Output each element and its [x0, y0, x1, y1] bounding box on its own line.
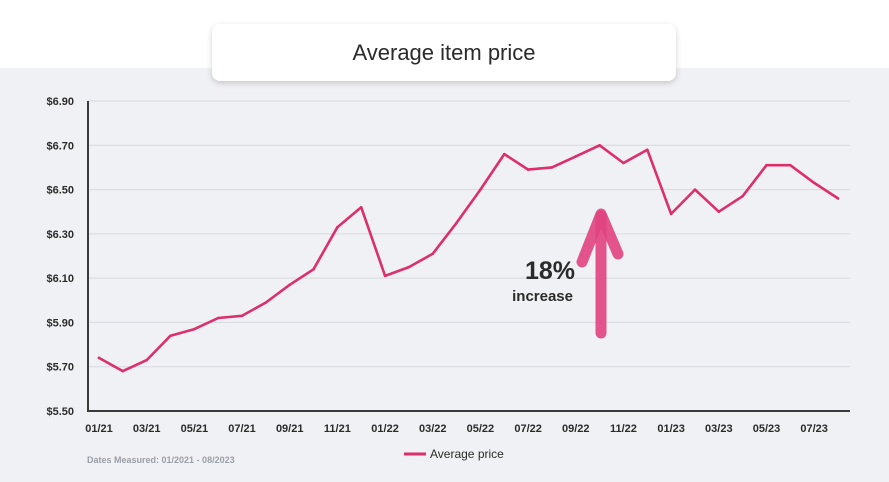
- gridlines: [88, 100, 850, 368]
- y-tick-label: $5.50: [46, 406, 74, 418]
- y-tick-label: $6.30: [46, 229, 74, 241]
- data-point: [407, 265, 411, 269]
- x-tick-label: 11/22: [610, 423, 637, 435]
- y-tick-labels: $5.50 $5.70 $5.90 $6.10 $6.30 $6.50 $6.70 $6.90: [46, 96, 74, 418]
- annotation: 18% increase: [512, 208, 624, 339]
- data-point: [812, 181, 816, 185]
- y-tick-label: $5.70: [46, 362, 74, 374]
- data-point: [502, 152, 506, 156]
- data-point: [479, 188, 482, 191]
- annotation-value: 18%: [525, 257, 575, 285]
- x-tick-label: 01/22: [371, 423, 399, 435]
- title-card: Average item price: [212, 24, 676, 81]
- x-tick-label: 01/21: [85, 423, 113, 435]
- data-point: [145, 358, 148, 362]
- data-point: [622, 161, 625, 165]
- data-point: [574, 155, 578, 158]
- data-point: [526, 168, 530, 171]
- x-tick-label: 07/23: [800, 423, 828, 435]
- x-tick-label: 05/22: [467, 423, 495, 435]
- x-tick-label: 03/21: [133, 423, 161, 435]
- data-point: [216, 316, 220, 320]
- footnote: Dates Measured: 01/2021 - 08/2023: [87, 455, 235, 465]
- increase-arrow-icon: [576, 208, 624, 339]
- x-tick-label: 03/23: [705, 423, 733, 435]
- data-point: [598, 143, 601, 147]
- x-tick-label: 07/22: [514, 423, 542, 435]
- data-point: [455, 221, 458, 225]
- data-point: [240, 314, 244, 318]
- data-point: [264, 301, 268, 304]
- data-point: [741, 194, 744, 198]
- data-point: [669, 212, 673, 216]
- x-tick-labels: 01/21 03/21 05/21 07/21 09/21 11/21 01/22 03/22…: [85, 423, 828, 435]
- legend: Average price: [404, 447, 504, 461]
- data-point: [312, 267, 315, 271]
- data-point: [693, 188, 697, 191]
- x-tick-label: 03/22: [419, 423, 447, 435]
- series-layer: [97, 143, 840, 373]
- x-tick-label: 09/21: [276, 423, 304, 435]
- y-tick-label: $6.50: [46, 185, 74, 197]
- x-tick-label: 11/21: [324, 423, 351, 435]
- chart-title: Average item price: [352, 39, 536, 65]
- y-tick-label: $6.90: [46, 96, 74, 108]
- data-point: [336, 225, 339, 229]
- data-point: [550, 166, 554, 169]
- x-tick-label: 05/21: [181, 423, 209, 435]
- y-tick-label: $5.90: [46, 317, 74, 329]
- x-tick-label: 09/22: [562, 423, 590, 435]
- data-point: [97, 356, 101, 360]
- series-line-average-price: [97, 144, 840, 373]
- data-point: [193, 327, 196, 331]
- data-point: [169, 334, 172, 338]
- data-point: [645, 148, 649, 152]
- data-point: [717, 210, 721, 214]
- data-point: [359, 205, 363, 209]
- data-point: [383, 274, 387, 278]
- data-point: [121, 369, 125, 373]
- data-point: [431, 252, 435, 256]
- arrow-head: [576, 208, 624, 268]
- data-point: [288, 283, 292, 287]
- annotation-text: increase: [512, 288, 573, 305]
- legend-label: Average price: [430, 447, 504, 461]
- x-tick-label: 07/21: [228, 423, 256, 435]
- data-point: [836, 197, 840, 200]
- data-point: [765, 163, 768, 167]
- axes: [87, 101, 850, 412]
- data-point: [789, 163, 792, 167]
- chart-background: [0, 68, 889, 482]
- x-tick-label: 01/23: [657, 423, 685, 435]
- x-tick-label: 05/23: [753, 423, 781, 435]
- y-tick-label: $6.70: [46, 140, 74, 152]
- y-tick-label: $6.10: [46, 273, 74, 285]
